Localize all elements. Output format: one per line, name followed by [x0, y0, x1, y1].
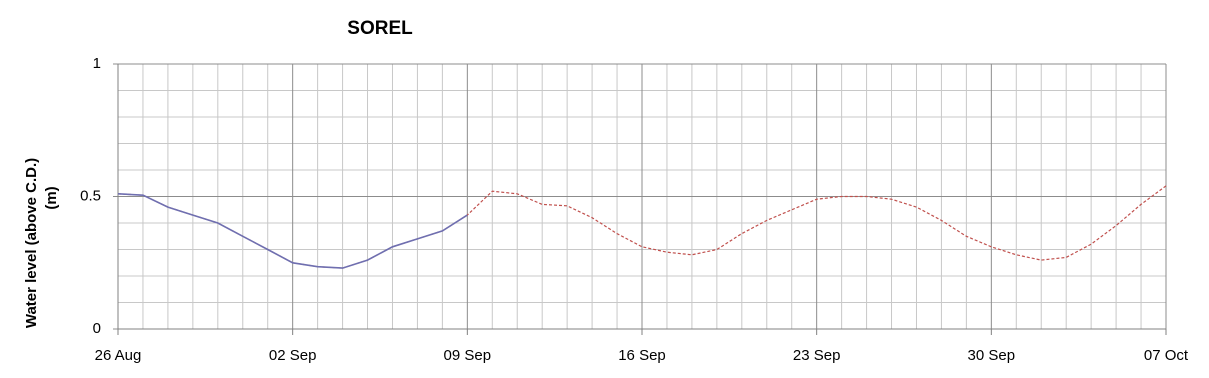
y-tick-label: 0.5	[80, 187, 101, 204]
x-tick-label: 09 Sep	[444, 347, 492, 364]
x-tick-label: 26 Aug	[95, 347, 142, 364]
x-tick-label: 16 Sep	[618, 347, 666, 364]
series-line	[117, 193, 468, 269]
y-tick-label: 0	[93, 320, 101, 337]
y-tick-label: 1	[93, 55, 101, 72]
y-axis-title: Water level (above C.D.)	[23, 158, 40, 328]
chart-title: SOREL	[347, 18, 413, 39]
x-tick-label: 02 Sep	[269, 347, 317, 364]
x-tick-label: 30 Sep	[968, 347, 1016, 364]
y-axis-title: (m)	[43, 186, 60, 209]
x-tick-label: 07 Oct	[1144, 347, 1189, 364]
x-tick-label: 23 Sep	[793, 347, 841, 364]
